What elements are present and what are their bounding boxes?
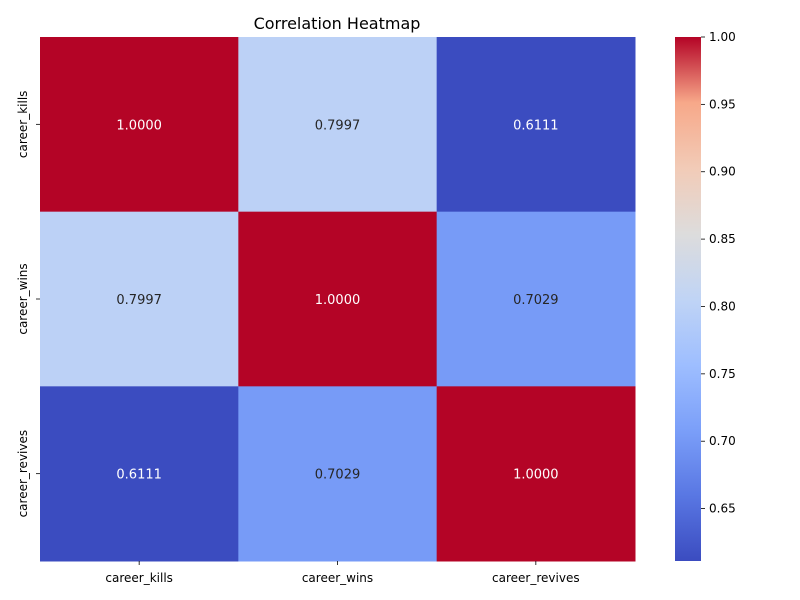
- y-tick-label: career_kills: [16, 91, 30, 159]
- x-tick-label: career_revives: [492, 571, 580, 585]
- colorbar: 0.65 0.70 0.75 0.80 0.85 0.90 0.95 1.00: [675, 30, 736, 561]
- colorbar-gradient: [675, 37, 701, 561]
- cell-label: 0.7997: [116, 293, 162, 308]
- y-axis: career_kills career_wins career_revives: [16, 91, 40, 518]
- y-tick-label: career_revives: [16, 430, 30, 518]
- colorbar-tick-label: 0.90: [709, 165, 736, 179]
- heatmap-cell: [40, 386, 239, 562]
- x-axis: career_kills career_wins career_revives: [105, 561, 580, 585]
- cell-label: 1.0000: [116, 118, 162, 133]
- colorbar-tick-label: 0.85: [709, 232, 736, 246]
- colorbar-tick-label: 1.00: [709, 30, 736, 44]
- colorbar-tick-label: 0.65: [709, 502, 736, 516]
- heatmap-cell: [436, 37, 636, 213]
- cell-label: 0.7029: [315, 468, 361, 483]
- colorbar-tick-label: 0.70: [709, 434, 736, 448]
- cell-label: 0.7997: [315, 118, 361, 133]
- heatmap-cell: [238, 211, 438, 387]
- x-tick-label: career_kills: [105, 571, 173, 585]
- cell-label: 0.6111: [116, 468, 162, 483]
- cell-label: 1.0000: [513, 468, 559, 483]
- colorbar-tick-label: 0.80: [709, 299, 736, 313]
- colorbar-tick-label: 0.75: [709, 367, 736, 381]
- cell-label: 0.6111: [513, 118, 559, 133]
- heatmap-cells: 1.0000 0.7997 0.6111 0.7997 1.0000 0.7029 0.61…: [40, 37, 636, 562]
- heatmap-cell: [40, 37, 239, 213]
- cell-label: 1.0000: [315, 293, 361, 308]
- heatmap-cell: [436, 211, 636, 387]
- colorbar-tick-label: 0.95: [709, 97, 736, 111]
- y-tick-label: career_wins: [16, 263, 30, 334]
- heatmap-cell: [238, 37, 438, 213]
- cell-label: 0.7029: [513, 293, 559, 308]
- x-tick-label: career_wins: [302, 571, 373, 585]
- heatmap-cell: [436, 386, 636, 562]
- chart-title: Correlation Heatmap: [254, 14, 421, 33]
- heatmap-cell: [40, 211, 239, 387]
- heatmap-cell: [238, 386, 438, 562]
